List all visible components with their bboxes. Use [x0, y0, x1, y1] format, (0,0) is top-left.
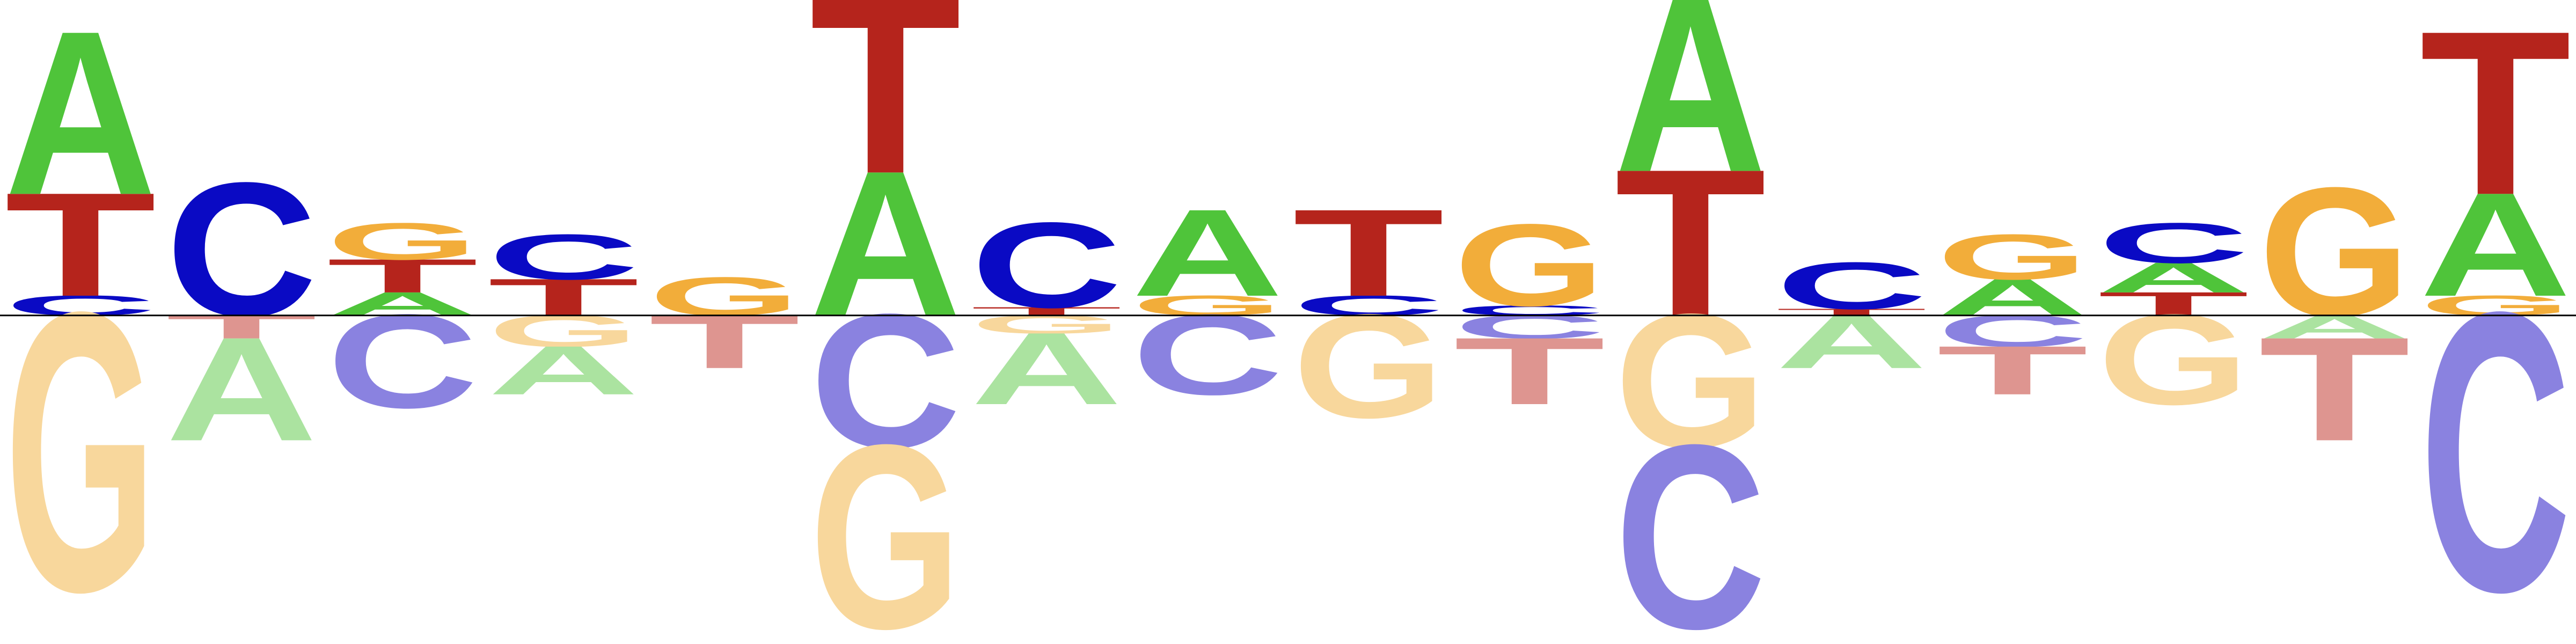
- logo-letter-negative: C: [1132, 291, 1283, 419]
- logo-letter: T: [327, 250, 478, 303]
- logo-letter-negative: A: [1776, 299, 1927, 385]
- logo-letter-negative: T: [1937, 333, 2088, 409]
- logo-letter: C: [971, 197, 1122, 334]
- logo-letter-negative: C: [1454, 309, 1605, 346]
- logo-letter-negative: C: [2420, 230, 2571, 644]
- logo-letter: C: [2098, 211, 2249, 275]
- logo-letter: A: [810, 127, 961, 360]
- logo-letter: C: [166, 143, 317, 356]
- logo-letter: T: [810, 0, 961, 226]
- logo-letter-negative: G: [2098, 287, 2249, 431]
- logo-letter-negative: T: [2259, 306, 2410, 471]
- logo-letter-negative: C: [810, 274, 961, 488]
- logo-letter: T: [2420, 0, 2571, 244]
- logo-letter-negative: A: [971, 312, 1122, 426]
- logo-letter: G: [327, 212, 478, 271]
- logo-letter: G: [2259, 150, 2410, 355]
- logo-letter: A: [2098, 254, 2249, 302]
- logo-letter-negative: A: [166, 306, 317, 471]
- logo-letter: A: [5, 0, 156, 244]
- logo-letter-negative: G: [1293, 283, 1444, 449]
- logo-letter-negative: G: [488, 305, 639, 356]
- logo-letter-negative: G: [810, 390, 961, 644]
- logo-letter-negative: T: [1454, 318, 1605, 425]
- logo-letter: C: [488, 222, 639, 294]
- logo-letter: A: [2420, 162, 2571, 327]
- logo-letter-negative: C: [327, 287, 478, 436]
- logo-letter-negative: G: [1615, 274, 1766, 488]
- logo-letter-negative: T: [166, 309, 317, 346]
- logo-letter: A: [1937, 268, 2088, 327]
- logo-letter: T: [1293, 184, 1444, 322]
- logo-letter: T: [488, 268, 639, 327]
- logo-letter: G: [1937, 222, 2088, 294]
- logo-letter: T: [5, 162, 156, 327]
- logo-letter-negative: A: [488, 333, 639, 409]
- logo-letter-negative: T: [649, 299, 800, 385]
- logo-letter: A: [1615, 0, 1766, 224]
- logo-letter-negative: A: [2259, 309, 2410, 346]
- logo-letter-negative: C: [1937, 305, 2088, 356]
- logo-letter: C: [1776, 248, 1927, 323]
- logo-letter: A: [1132, 184, 1283, 322]
- logo-letter-negative: G: [5, 230, 156, 644]
- logo-letter: G: [649, 266, 800, 327]
- logo-letter: A: [327, 286, 478, 323]
- logo-letter-negative: C: [1615, 390, 1766, 644]
- logo-letter: T: [1615, 125, 1766, 360]
- logo-letter: T: [2098, 286, 2249, 323]
- logo-letter: G: [1454, 199, 1605, 330]
